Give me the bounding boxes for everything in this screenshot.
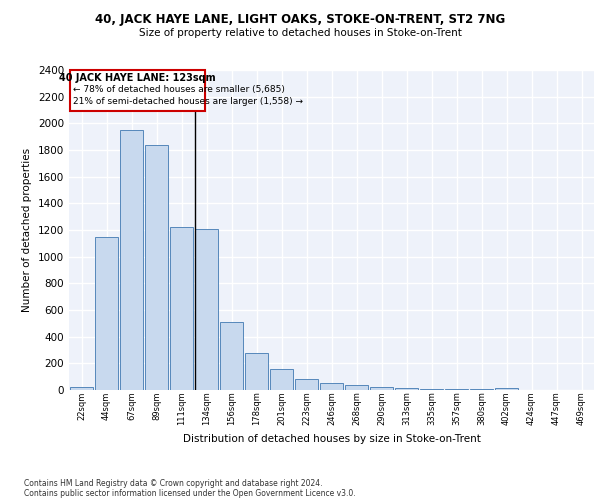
Text: Size of property relative to detached houses in Stoke-on-Trent: Size of property relative to detached ho… [139, 28, 461, 38]
Bar [395, 388, 418, 390]
Bar [495, 388, 518, 390]
Bar [145, 144, 168, 390]
Text: 40 JACK HAYE LANE: 123sqm: 40 JACK HAYE LANE: 123sqm [59, 72, 216, 83]
Bar [270, 370, 293, 390]
Bar [370, 388, 393, 390]
Bar [120, 130, 143, 390]
Text: ← 78% of detached houses are smaller (5,685): ← 78% of detached houses are smaller (5,… [73, 84, 284, 94]
Bar [70, 386, 93, 390]
Bar [345, 384, 368, 390]
Text: 21% of semi-detached houses are larger (1,558) →: 21% of semi-detached houses are larger (… [73, 96, 303, 106]
Bar [245, 354, 268, 390]
Bar [95, 236, 118, 390]
Bar [220, 322, 243, 390]
Y-axis label: Number of detached properties: Number of detached properties [22, 148, 32, 312]
FancyBboxPatch shape [70, 70, 205, 112]
X-axis label: Distribution of detached houses by size in Stoke-on-Trent: Distribution of detached houses by size … [182, 434, 481, 444]
Text: Contains public sector information licensed under the Open Government Licence v3: Contains public sector information licen… [24, 488, 356, 498]
Text: Contains HM Land Registry data © Crown copyright and database right 2024.: Contains HM Land Registry data © Crown c… [24, 478, 323, 488]
Bar [295, 380, 318, 390]
Bar [170, 228, 193, 390]
Text: 40, JACK HAYE LANE, LIGHT OAKS, STOKE-ON-TRENT, ST2 7NG: 40, JACK HAYE LANE, LIGHT OAKS, STOKE-ON… [95, 12, 505, 26]
Bar [195, 228, 218, 390]
Bar [320, 384, 343, 390]
